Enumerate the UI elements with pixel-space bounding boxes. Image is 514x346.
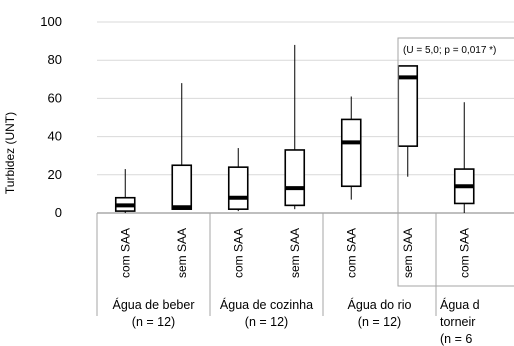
group-separators — [96, 213, 437, 316]
group-label: Água de cozinha — [220, 297, 313, 312]
category-label: sem SAA — [175, 228, 189, 278]
category-label: com SAA — [118, 228, 132, 278]
y-tick-label: 0 — [55, 205, 62, 220]
y-tick-label: 80 — [48, 52, 62, 67]
group-label: (n = 12) — [132, 315, 175, 329]
group-label: (n = 6 — [440, 332, 472, 346]
box-2 — [227, 148, 249, 212]
group-label: (n = 12) — [245, 315, 288, 329]
y-tick-label: 100 — [40, 14, 62, 29]
box-1 — [171, 83, 193, 210]
group-label: Água do rio — [348, 297, 412, 312]
box-4 — [340, 96, 362, 200]
group-label: Água de beber — [112, 297, 194, 312]
annotation-frame — [397, 37, 514, 287]
category-label: com SAA — [231, 228, 245, 278]
annotation-text: (U = 5,0; p = 0,017 *) — [403, 45, 496, 56]
group-label: torneir — [440, 315, 475, 329]
box-0 — [114, 169, 136, 213]
significance-annotation: (U = 5,0; p = 0,017 *) — [397, 37, 514, 287]
group-label: Água d — [440, 297, 480, 312]
y-tick-label: 40 — [48, 129, 62, 144]
group-label: (n = 12) — [358, 315, 401, 329]
category-label: sem SAA — [288, 228, 302, 278]
gridlines — [97, 21, 514, 214]
category-label: com SAA — [344, 228, 358, 278]
box-iqr — [227, 166, 249, 210]
boxes — [114, 44, 475, 213]
category-label: com SAA — [457, 228, 471, 278]
group-labels: Água de beber (n = 12) Água de cozinha (n =… — [112, 297, 479, 346]
box-5 — [397, 65, 419, 177]
box-iqr — [171, 164, 193, 210]
y-axis-label: Turbidez (UNT) — [3, 112, 17, 194]
box-iqr — [340, 118, 362, 188]
category-labels: com SAA sem SAA com SAA sem SAA com SAA sem S… — [118, 228, 471, 278]
category-label: sem SAA — [401, 228, 415, 278]
box-iqr — [284, 149, 306, 207]
y-tick-label: 20 — [48, 167, 62, 182]
box-6 — [453, 102, 475, 213]
y-tick-labels: 0 20 40 60 80 100 — [40, 14, 62, 220]
y-tick-label: 60 — [48, 90, 62, 105]
box-3 — [284, 44, 306, 210]
